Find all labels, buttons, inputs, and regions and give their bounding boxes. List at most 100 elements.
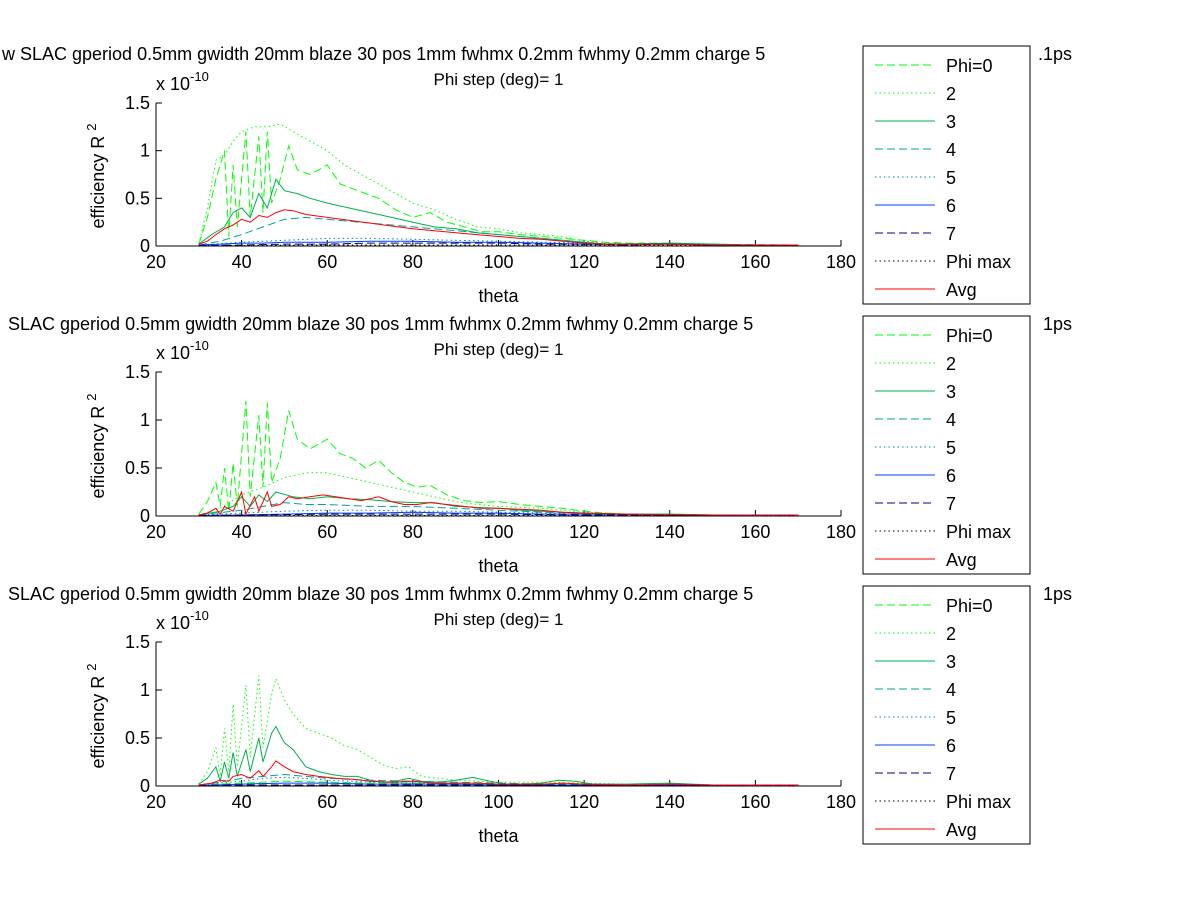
chart-title-suffix: 1ps — [1043, 314, 1072, 334]
legend-label: Phi max — [946, 522, 1011, 542]
legend-label: Phi=0 — [946, 326, 993, 346]
y-scale-factor: x 10-10 — [156, 338, 209, 363]
legend-label: 7 — [946, 224, 956, 244]
legend: Phi=0 2 3 4 5 6 7 Phi max Avg — [862, 585, 1031, 845]
x-tick-label: 120 — [569, 522, 599, 542]
x-tick-label: 100 — [483, 792, 513, 812]
chart-title-suffix: .1ps — [1038, 44, 1072, 64]
x-tick-label: 160 — [740, 522, 770, 542]
x-axis-label: theta — [478, 556, 519, 576]
x-tick-label: 40 — [232, 792, 252, 812]
y-tick-label: 0 — [140, 236, 150, 256]
series-line-9 — [198, 760, 799, 786]
y-axis-label: efficiency R 2 — [84, 124, 108, 229]
x-tick-label: 80 — [403, 792, 423, 812]
legend-label: Avg — [946, 280, 977, 300]
legend-label: 3 — [946, 652, 956, 672]
y-tick-label: 1 — [140, 680, 150, 700]
legend: Phi=0 2 3 4 5 6 7 Phi max Avg — [862, 45, 1031, 305]
series-line-2 — [198, 675, 799, 786]
chart-title: SLAC gperiod 0.5mm gwidth 20mm blaze 30 … — [8, 314, 753, 334]
x-tick-label: 180 — [826, 792, 856, 812]
y-tick-label: 1.5 — [125, 632, 150, 652]
legend-label: Phi=0 — [946, 596, 993, 616]
chart-subtitle: Phi step (deg)= 1 — [434, 610, 564, 629]
legend-label: 3 — [946, 382, 956, 402]
x-tick-label: 120 — [569, 792, 599, 812]
legend-label: 6 — [946, 466, 956, 486]
plot-area — [198, 675, 799, 786]
legend-box — [862, 45, 1031, 305]
legend-label: 7 — [946, 494, 956, 514]
x-tick-label: 140 — [655, 792, 685, 812]
x-tick-label: 60 — [317, 522, 337, 542]
legend-label: 2 — [946, 624, 956, 644]
legend-label: 4 — [946, 410, 956, 430]
legend-label: Phi max — [946, 252, 1011, 272]
legend-label: 4 — [946, 680, 956, 700]
x-tick-label: 140 — [655, 522, 685, 542]
series-line-3 — [198, 725, 799, 786]
legend-label: 7 — [946, 764, 956, 784]
x-axis-label: theta — [478, 286, 519, 306]
legend-label: 3 — [946, 112, 956, 132]
x-tick-label: 20 — [146, 792, 166, 812]
x-tick-label: 160 — [740, 792, 770, 812]
legend: Phi=0 2 3 4 5 6 7 Phi max Avg — [862, 315, 1031, 575]
series-line-2 — [198, 472, 799, 516]
chart-subtitle: Phi step (deg)= 1 — [434, 70, 564, 89]
x-tick-label: 20 — [146, 252, 166, 272]
chart-title-suffix: 1ps — [1043, 584, 1072, 604]
legend-label: 5 — [946, 708, 956, 728]
y-tick-label: 0 — [140, 506, 150, 526]
x-tick-label: 80 — [403, 252, 423, 272]
y-axis-label: efficiency R 2 — [84, 664, 108, 769]
legend-label: Avg — [946, 820, 977, 840]
x-tick-label: 60 — [317, 252, 337, 272]
legend-label: Phi=0 — [946, 56, 993, 76]
x-tick-label: 180 — [826, 522, 856, 542]
y-tick-label: 1.5 — [125, 93, 150, 113]
chart-panel-1: w SLAC gperiod 0.5mm gwidth 20mm blaze 3… — [1, 44, 1072, 306]
x-tick-label: 160 — [740, 252, 770, 272]
series-line-7 — [198, 784, 799, 786]
legend-label: Avg — [946, 550, 977, 570]
series-line-8 — [198, 244, 799, 246]
y-tick-label: 0.5 — [125, 458, 150, 478]
chart-subtitle: Phi step (deg)= 1 — [434, 340, 564, 359]
x-tick-label: 100 — [483, 252, 513, 272]
series-line-5 — [198, 776, 799, 786]
chart-panel-2: SLAC gperiod 0.5mm gwidth 20mm blaze 30 … — [8, 314, 1072, 576]
x-tick-label: 80 — [403, 522, 423, 542]
series-line-1 — [198, 131, 799, 246]
x-tick-label: 40 — [232, 522, 252, 542]
legend-label: 5 — [946, 168, 956, 188]
y-tick-label: 1.5 — [125, 362, 150, 382]
legend-label: 6 — [946, 736, 956, 756]
chart-title: SLAC gperiod 0.5mm gwidth 20mm blaze 30 … — [8, 584, 753, 604]
x-tick-label: 120 — [569, 252, 599, 272]
legend-label: 4 — [946, 140, 956, 160]
x-tick-label: 180 — [826, 252, 856, 272]
chart-panel-3: SLAC gperiod 0.5mm gwidth 20mm blaze 30 … — [8, 584, 1072, 846]
series-line-7 — [198, 513, 799, 516]
x-axis-label: theta — [478, 826, 519, 846]
x-tick-label: 20 — [146, 522, 166, 542]
x-tick-label: 100 — [483, 522, 513, 542]
y-scale-factor: x 10-10 — [156, 69, 209, 94]
y-axis-label: efficiency R 2 — [84, 394, 108, 499]
legend-box — [862, 315, 1031, 575]
y-scale-factor: x 10-10 — [156, 608, 209, 633]
y-tick-label: 1 — [140, 141, 150, 161]
series-line-3 — [198, 178, 799, 246]
series-line-4 — [198, 216, 799, 246]
legend-label: 5 — [946, 438, 956, 458]
series-line-9 — [198, 490, 799, 516]
x-tick-label: 40 — [232, 252, 252, 272]
chart-title: w SLAC gperiod 0.5mm gwidth 20mm blaze 3… — [1, 44, 765, 64]
y-tick-label: 1 — [140, 410, 150, 430]
plot-area — [198, 123, 799, 246]
x-tick-label: 140 — [655, 252, 685, 272]
series-line-2 — [198, 123, 799, 246]
